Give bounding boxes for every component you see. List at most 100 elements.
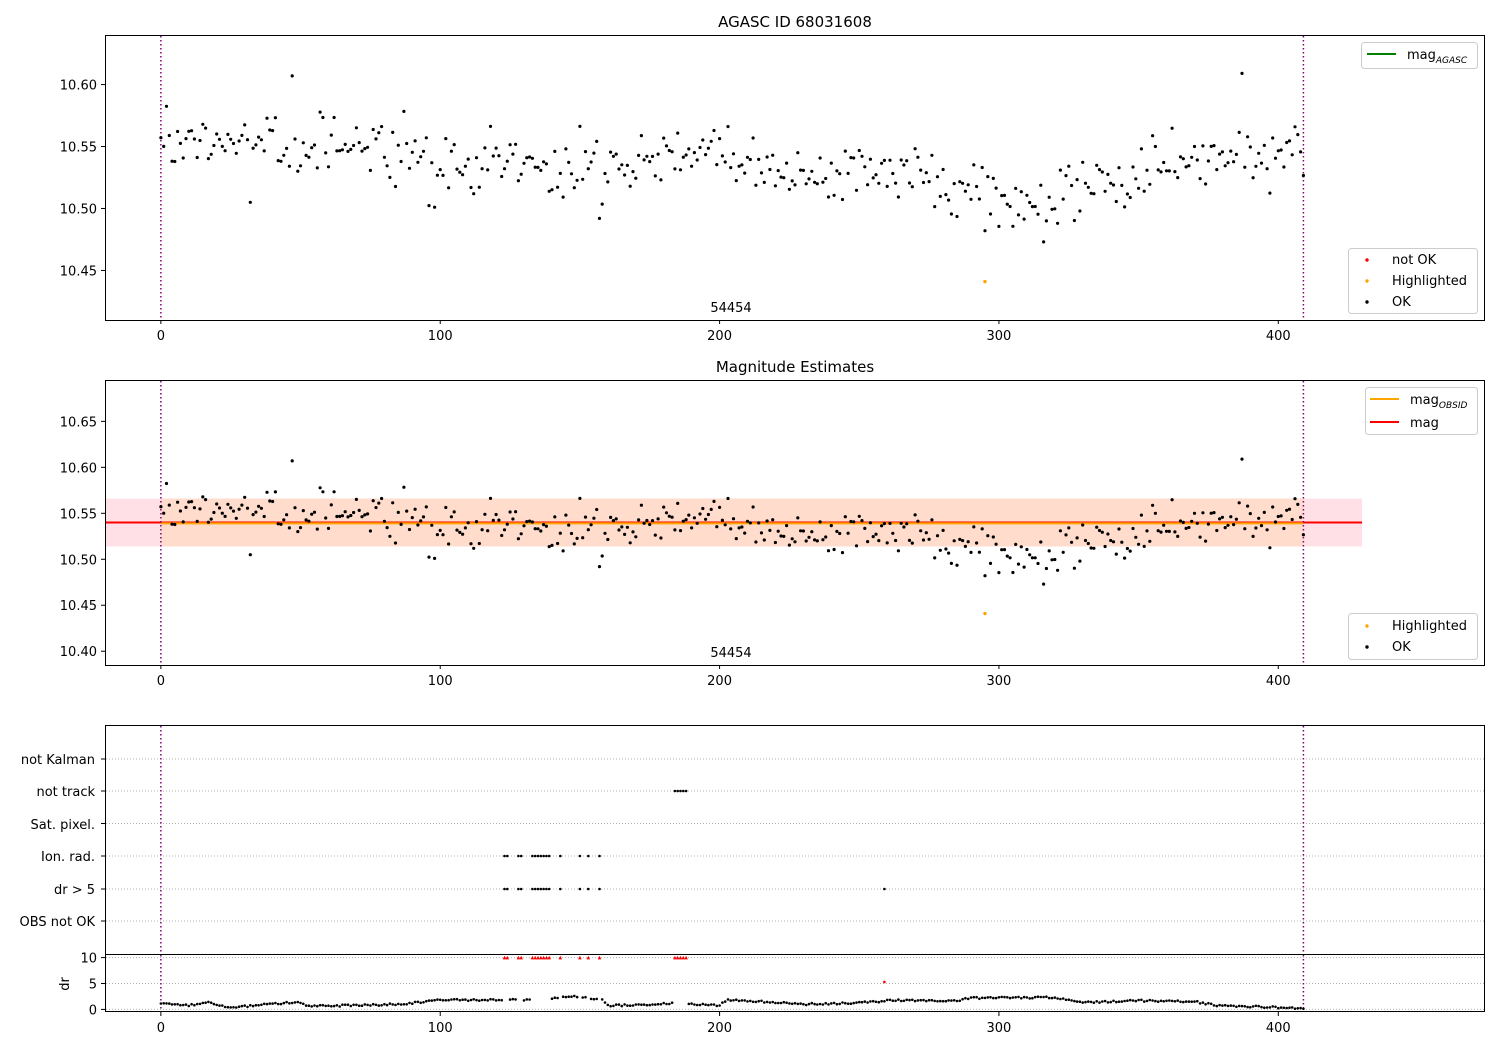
ok-point — [874, 532, 878, 536]
ok-point — [807, 535, 811, 539]
ok-point — [569, 172, 574, 176]
ok-point — [1223, 164, 1227, 168]
dr-point — [1067, 998, 1071, 1001]
ok-point — [204, 126, 208, 130]
x-tick-label: 0 — [157, 674, 165, 689]
dr-clipped-marker — [519, 955, 523, 960]
ok-point — [1195, 158, 1199, 162]
ok-point — [1206, 522, 1210, 526]
dr-point — [768, 1001, 772, 1004]
flag-point — [676, 789, 679, 793]
ok-point — [692, 151, 697, 155]
ok-point — [556, 185, 560, 189]
dr-point — [927, 998, 931, 1002]
y-tick-label: 10.50 — [60, 553, 97, 568]
ok-point — [360, 515, 364, 519]
ok-point — [796, 151, 800, 155]
ok-point — [882, 522, 887, 526]
dr-point — [330, 1005, 333, 1008]
ok-point — [363, 147, 367, 151]
dr-point — [215, 1003, 218, 1007]
ok-point — [1128, 195, 1132, 200]
dr-point — [1031, 996, 1034, 1000]
ok-point — [1268, 546, 1272, 550]
ok-point — [748, 157, 752, 162]
dr-point — [737, 999, 741, 1003]
ok-point — [349, 513, 353, 518]
ok-point — [463, 526, 467, 530]
dr-point — [877, 1000, 881, 1004]
dr-point — [575, 995, 579, 999]
ok-point — [212, 143, 216, 148]
dr-point — [469, 998, 473, 1002]
dr-point — [723, 1000, 727, 1003]
ok-point — [290, 74, 294, 78]
dr-point — [1263, 1006, 1266, 1009]
ok-point — [508, 143, 512, 147]
dr-point — [1081, 1001, 1084, 1004]
ok-point — [259, 138, 263, 142]
legend-highlighted-label: Highlighted — [1392, 274, 1467, 289]
flag-point — [536, 854, 540, 858]
dr-point — [427, 999, 431, 1002]
dr-point — [209, 1001, 213, 1004]
ok-point — [1243, 527, 1247, 531]
ok-point — [1050, 558, 1054, 562]
dr-point — [165, 1002, 168, 1005]
ok-point — [670, 515, 674, 519]
ok-point — [656, 517, 660, 521]
dr-point — [1293, 1007, 1297, 1010]
ok-point — [650, 519, 655, 523]
flag-point — [517, 887, 520, 891]
ok-point — [648, 160, 652, 164]
dr-point — [916, 999, 920, 1002]
dr-point — [486, 999, 490, 1002]
ok-point — [1086, 185, 1090, 189]
ok-point — [1156, 168, 1160, 172]
dr-point — [732, 999, 735, 1002]
dr-point — [162, 1002, 165, 1005]
ok-point — [556, 541, 560, 546]
legend-not-ok-marker — [1365, 258, 1369, 262]
dr-point — [1290, 1006, 1294, 1009]
ok-point — [639, 134, 644, 138]
ok-point — [332, 115, 336, 120]
dr-point — [827, 1003, 830, 1006]
dr-point — [335, 1004, 339, 1007]
ok-point — [1167, 169, 1171, 173]
dr-point — [662, 1001, 665, 1005]
ok-point — [866, 540, 870, 544]
ok-point — [164, 481, 169, 486]
ok-point — [662, 136, 666, 140]
dr-point — [793, 1001, 797, 1005]
ok-point — [215, 502, 219, 506]
dr-point — [235, 1006, 238, 1009]
dr-point — [198, 1002, 202, 1006]
ok-point — [704, 153, 708, 157]
ok-point — [1053, 557, 1057, 562]
ok-point — [435, 533, 439, 537]
dr-point — [796, 1002, 800, 1006]
ok-point — [1078, 559, 1082, 563]
ok-point — [723, 160, 727, 164]
dr-point — [1265, 1006, 1269, 1009]
ok-point — [1276, 514, 1280, 519]
ok-point — [190, 500, 194, 504]
dr-point — [1017, 995, 1020, 999]
ok-point — [835, 529, 839, 534]
dr-point — [603, 1001, 607, 1004]
ok-point — [1290, 153, 1294, 157]
ok-point — [698, 512, 702, 516]
ok-point — [667, 148, 671, 153]
ok-point — [961, 539, 965, 543]
ok-point — [229, 137, 233, 141]
dr-point — [617, 1003, 621, 1006]
ok-point — [1131, 165, 1135, 169]
ok-point — [930, 518, 934, 522]
ok-point — [318, 110, 322, 114]
ok-point — [480, 528, 484, 532]
ok-point — [1184, 526, 1188, 531]
ok-point — [1240, 71, 1244, 75]
ok-point — [391, 501, 395, 505]
dr-point — [584, 995, 587, 999]
